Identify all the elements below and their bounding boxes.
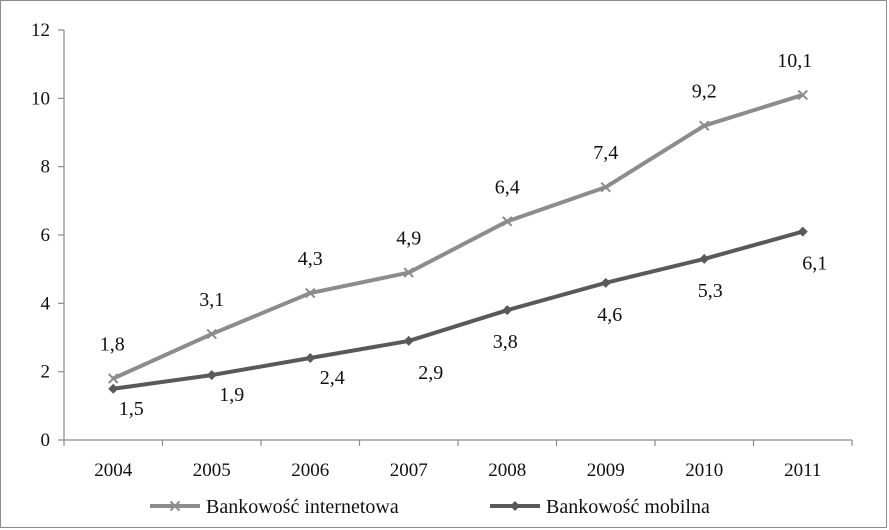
data-label: 6,1 [802,253,827,275]
data-point [305,287,316,299]
series-line-2 [112,229,804,391]
data-labels-layer: 1,8 3,1 4,3 4,9 6,4 7,4 9,2 10,1 1,5 1,9 2,4 2,9 3,8… [100,50,828,420]
legend: Bankowość internetowa Bankowość mobilna [150,496,710,518]
data-label: 1,8 [100,334,125,356]
data-label: 1,5 [119,398,144,420]
marker-x [206,328,217,340]
data-point [699,253,710,264]
data-point [797,89,808,101]
data-point [305,353,316,363]
y-tick-label: 6 [41,225,51,246]
data-point [600,277,611,288]
marker-x [502,216,513,227]
y-tick-label: 12 [31,20,50,41]
data-label: 2,9 [418,362,443,384]
data-point [206,328,217,340]
data-label: 7,4 [593,142,618,164]
data-point [600,181,611,193]
data-label: 9,2 [692,81,717,103]
data-label: 4,6 [597,304,622,326]
data-point [108,383,119,394]
data-point [108,373,119,384]
data-label: 3,1 [199,289,224,311]
marker-x [600,181,611,193]
y-tick-label: 4 [41,293,51,314]
x-tick-label: 2006 [291,460,329,481]
data-point [502,305,513,316]
legend-marker-diamond [510,501,520,511]
axes: 0 2 4 6 8 10 12 2004 2005 2006 2007 2008 2009 2010 201… [31,20,853,481]
data-point [403,267,414,278]
y-tick-label: 0 [41,430,51,451]
series-line-1 [112,93,804,381]
data-label: 6,4 [495,176,520,198]
series-layer [108,89,808,394]
x-tick-label: 2010 [685,460,723,481]
data-point [699,120,710,131]
marker-x [699,120,710,131]
marker-x [305,287,316,299]
data-label: 4,3 [298,248,323,270]
x-tick-label: 2007 [390,460,428,481]
y-tick-label: 10 [31,88,50,109]
marker-x [797,89,808,101]
x-tick-label: 2005 [193,460,231,481]
data-point [502,216,513,227]
data-point [403,335,414,346]
data-label: 4,9 [396,228,421,250]
x-tick-label: 2004 [94,460,133,481]
legend-marker-x [169,500,181,512]
data-point [797,226,808,237]
marker-x [108,373,119,384]
data-label: 5,3 [698,280,723,302]
data-point [206,370,217,381]
legend-label: Bankowość internetowa [206,496,399,518]
data-label: 10,1 [777,50,812,72]
x-tick-label: 2008 [488,460,526,481]
x-tick-label: 2011 [784,460,821,481]
y-tick-label: 2 [41,362,51,383]
data-label: 3,8 [493,331,518,353]
legend-label: Bankowość mobilna [546,496,710,518]
data-label: 1,9 [219,384,244,406]
data-label: 2,4 [320,367,345,389]
marker-x [403,267,414,278]
x-tick-label: 2009 [587,460,625,481]
y-tick-label: 8 [41,157,51,178]
